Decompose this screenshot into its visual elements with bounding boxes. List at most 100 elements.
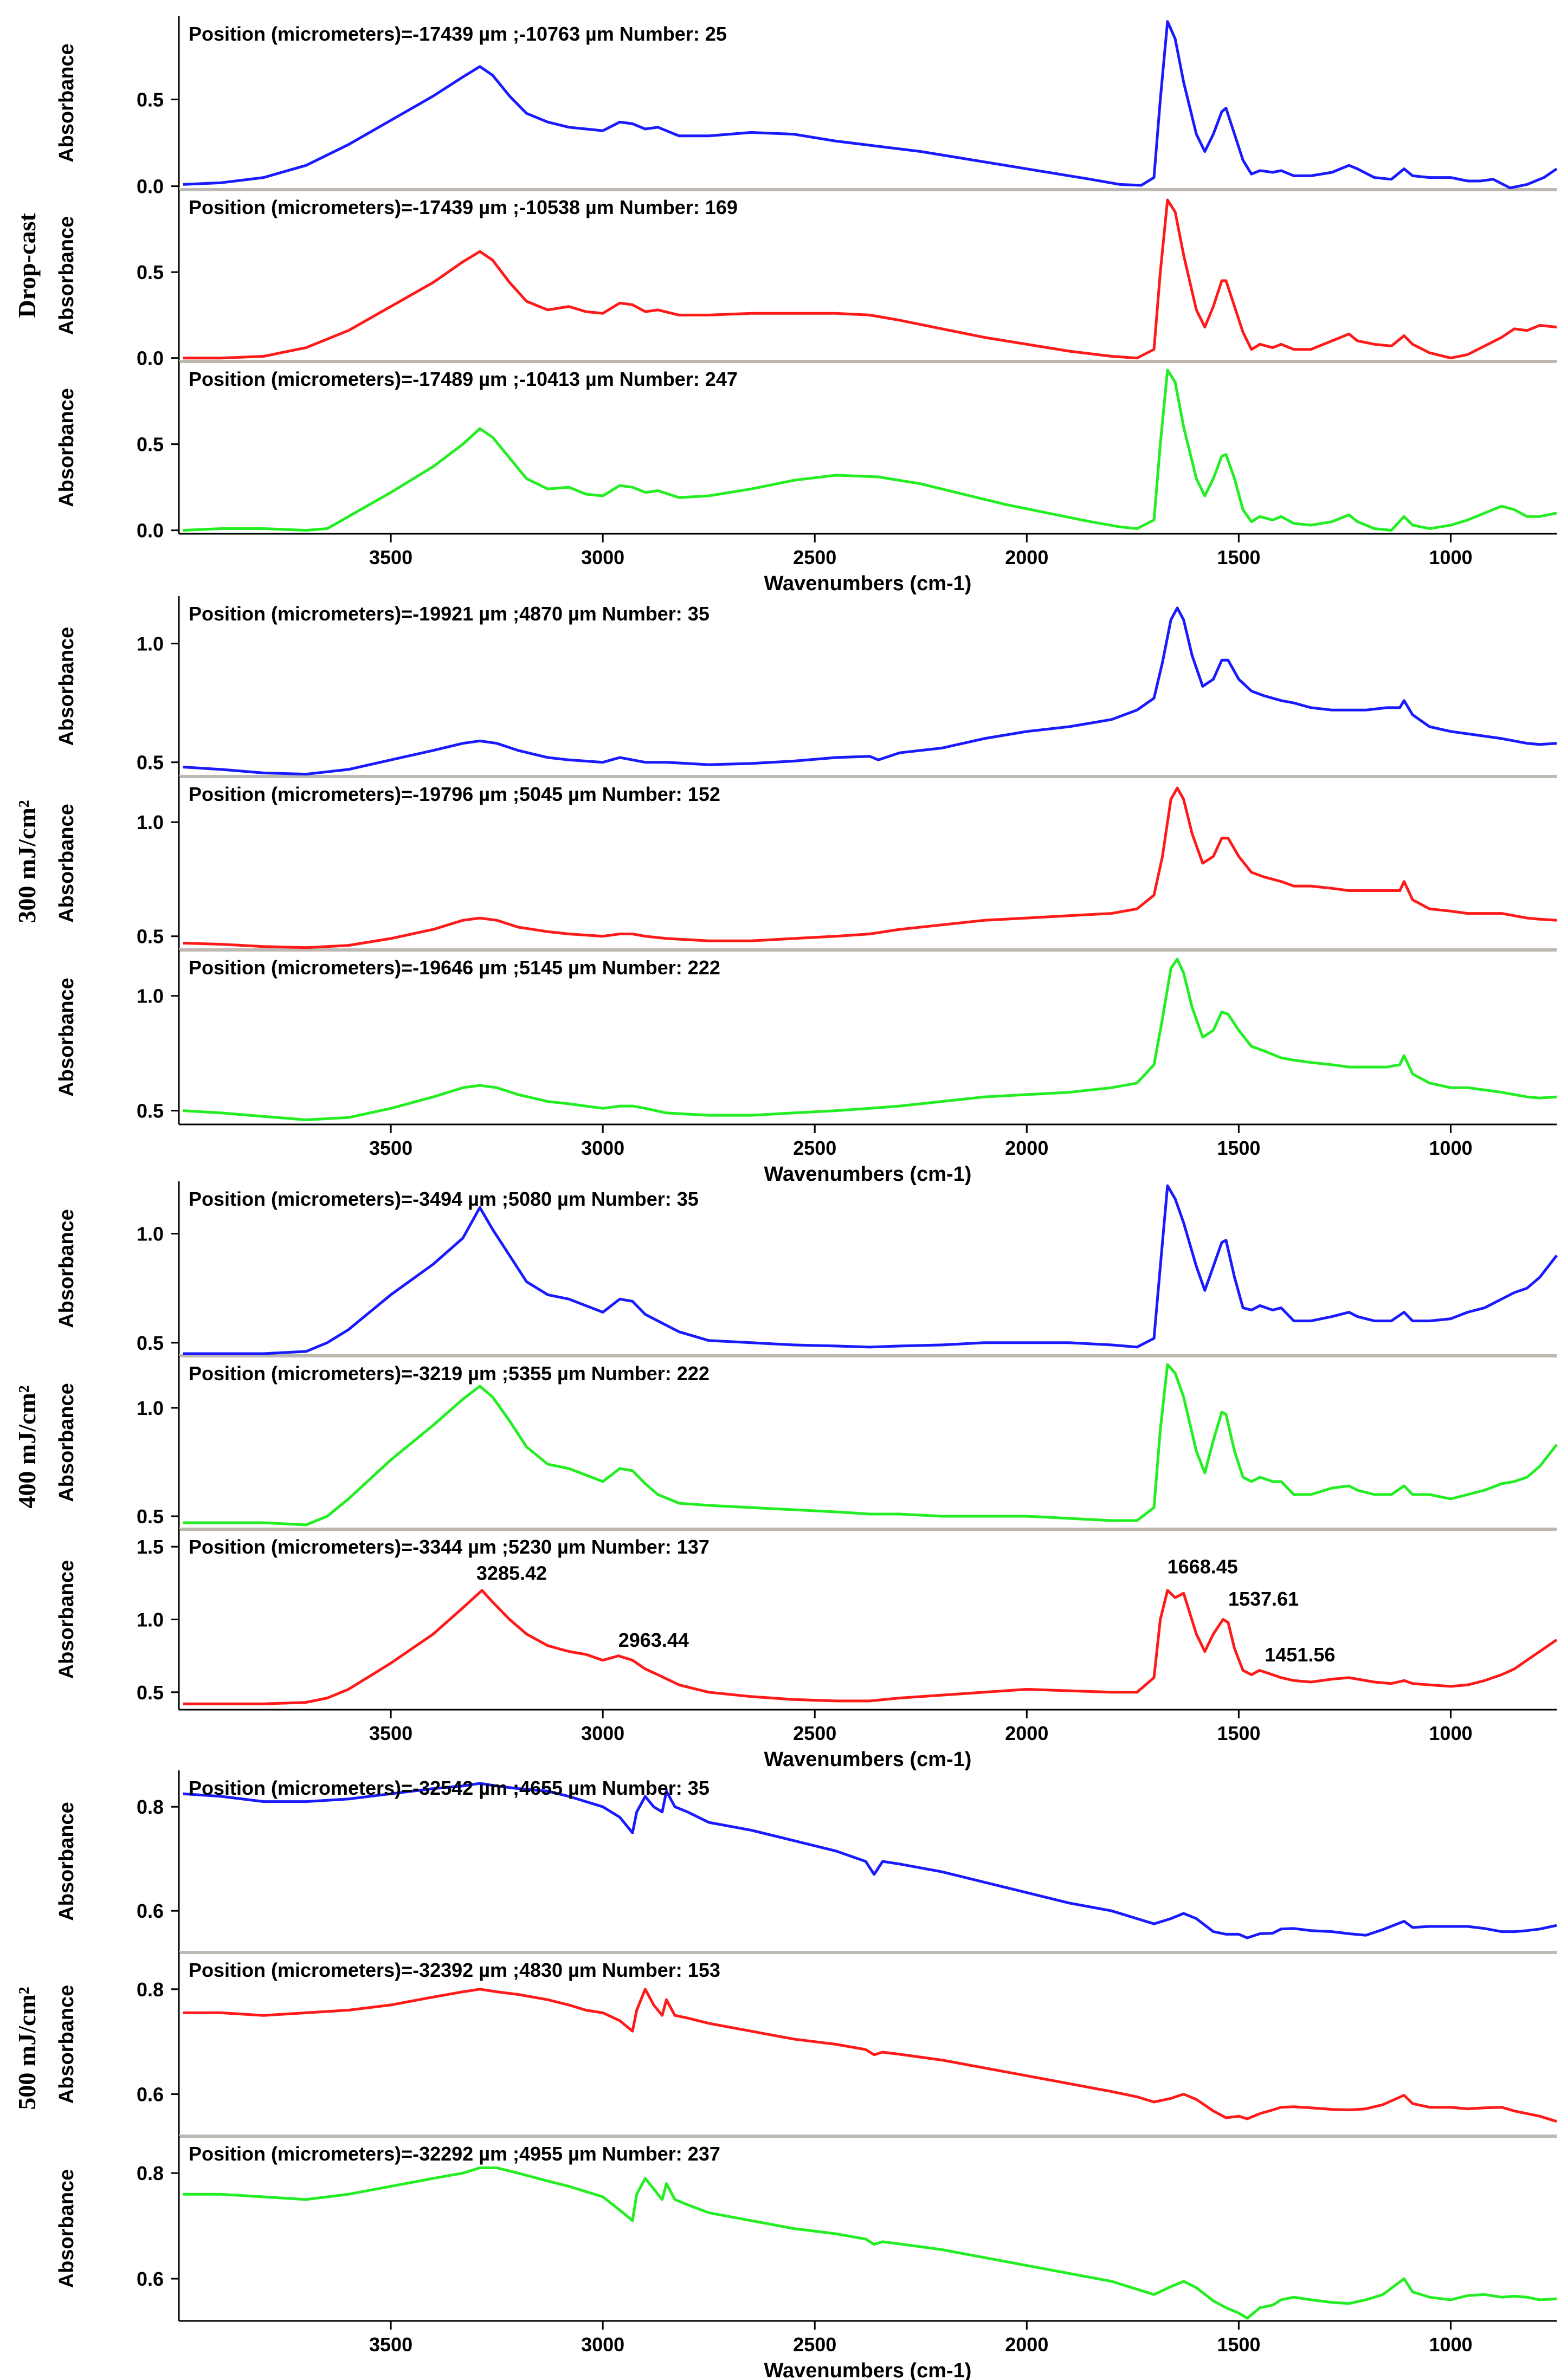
panel-title: Position (micrometers)=-17439 µm ;-10763… (189, 23, 727, 45)
y-tick-label: 0.0 (137, 347, 164, 370)
y-axis-label: Absorbance (55, 1802, 78, 1921)
x-tick-label: 2500 (793, 546, 836, 568)
x-axis-label: Wavenumbers (cm-1) (764, 1748, 972, 1771)
x-tick-label: 1000 (1429, 1137, 1472, 1159)
x-tick-label: 3000 (581, 1722, 624, 1744)
y-tick-label: 1.0 (137, 1223, 164, 1245)
x-tick-label: 2000 (1005, 1137, 1048, 1159)
peak-annotation: 1537.61 (1228, 1588, 1299, 1610)
panel-title: Position (micrometers)=-32392 µm ;4830 µ… (189, 1959, 720, 1981)
y-tick-label: 1.0 (137, 1609, 164, 1631)
y-tick-label: 0.0 (137, 176, 164, 198)
spectrum-panel: 0.5 1.0 1.5 Absorbance Position (micrometers… (55, 1529, 1558, 1711)
y-tick-label: 0.6 (137, 2084, 164, 2106)
y-tick-label: 0.8 (137, 1796, 164, 1818)
spectrum-line-green (183, 958, 1557, 1121)
y-tick-label: 0.5 (137, 926, 164, 948)
y-tick-label: 0.8 (137, 1978, 164, 2001)
x-tick-label: 1500 (1217, 2333, 1260, 2356)
panel-title: Position (micrometers)=-3344 µm ;5230 µm… (189, 1536, 710, 1558)
x-tick-label: 1000 (1429, 1722, 1472, 1744)
spectrum-line-green (183, 2166, 1557, 2320)
x-tick-label: 2000 (1005, 2333, 1048, 2356)
y-axis-label: Absorbance (55, 804, 78, 923)
x-tick-label: 3500 (369, 546, 412, 568)
spectrum-panel: 0.5 1.0 Absorbance Position (micrometers)=-… (55, 950, 1557, 1126)
spectrum-panel: 0.5 1.0 Absorbance Position (micrometers)=-… (55, 777, 1557, 952)
panel-group: 500 mJ/cm² 0.6 0.8 Absorbance Position (micr… (13, 1770, 1557, 2380)
panel-title: Position (micrometers)=-32542 µm ;4655 µ… (189, 1777, 710, 1799)
y-tick-label: 0.8 (137, 2162, 164, 2184)
x-tick-label: 3500 (369, 1722, 412, 1744)
x-tick-label: 3000 (581, 1137, 624, 1159)
panel-title: Position (micrometers)=-3219 µm ;5355 µm… (189, 1362, 710, 1385)
y-axis-label: Absorbance (55, 2169, 78, 2288)
y-axis-label: Absorbance (55, 1209, 78, 1328)
peak-annotation: 1668.45 (1168, 1555, 1238, 1577)
panel-title: Position (micrometers)=-17489 µm ;-10413… (189, 368, 738, 390)
spectrum-panel: 0.6 0.8 Absorbance Position (micrometers)=-… (55, 1952, 1557, 2138)
x-tick-label: 2500 (793, 1722, 836, 1744)
group-label: 400 mJ/cm² (13, 1385, 41, 1508)
spectrum-line-red (183, 786, 1557, 949)
spectrum-panel: 0.0 0.5 Absorbance Position (micrometers)=-… (55, 190, 1557, 370)
spectrum-line-red (183, 198, 1557, 360)
y-axis-label: Absorbance (55, 1383, 78, 1502)
y-tick-label: 1.5 (137, 1536, 164, 1558)
y-tick-label: 1.0 (137, 985, 164, 1007)
x-axis-label: Wavenumbers (cm-1) (764, 1163, 972, 1186)
peak-annotation: 2963.44 (618, 1629, 689, 1651)
y-axis-label: Absorbance (55, 978, 78, 1097)
panel-title: Position (micrometers)=-19921 µm ;4870 µ… (189, 603, 710, 625)
y-axis-label: Absorbance (55, 627, 78, 746)
x-axis: 3500 3000 2500 2000 1500 1000 Wavenumbers (cm-… (369, 2321, 1473, 2380)
y-tick-label: 0.5 (137, 752, 164, 774)
spectrum-line-blue (183, 20, 1558, 190)
y-tick-label: 1.0 (137, 811, 164, 833)
panel-title: Position (micrometers)=-32292 µm ;4955 µ… (189, 2143, 720, 2165)
panel-title: Position (micrometers)=-19796 µm ;5045 µ… (189, 783, 720, 805)
spectrum-line-green (183, 368, 1557, 532)
spectrum-panel: 0.0 0.5 Absorbance Position (micrometers)=-… (55, 361, 1557, 542)
group-label: 500 mJ/cm² (13, 1987, 41, 2110)
y-tick-label: 0.0 (137, 520, 164, 542)
x-axis: 3500 3000 2500 2000 1500 1000 Wavenumbers (cm-… (369, 1710, 1473, 1771)
panel-title: Position (micrometers)=-17439 µm ;-10538… (189, 196, 738, 218)
spectrum-panel: 0.0 0.5 Absorbance Position (micrometers)=-… (55, 16, 1558, 198)
x-tick-label: 2000 (1005, 546, 1048, 568)
y-tick-label: 1.0 (137, 1397, 164, 1419)
x-tick-label: 3000 (581, 2333, 624, 2356)
panel-group: 300 mJ/cm² 0.5 1.0 Absorbance Position (micr… (13, 596, 1557, 1186)
y-axis-label: Absorbance (55, 1985, 78, 2104)
y-tick-label: 0.5 (137, 1100, 164, 1122)
y-tick-label: 0.5 (137, 89, 164, 111)
peak-annotation: 1451.56 (1265, 1644, 1335, 1666)
x-tick-label: 1500 (1217, 1137, 1260, 1159)
panel-group: Drop-cast 0.0 0.5 Absorbance Position (micro… (13, 16, 1558, 595)
x-tick-label: 1500 (1217, 1722, 1260, 1744)
x-tick-label: 2500 (793, 1137, 836, 1159)
spectrum-panel: 0.5 1.0 Absorbance Position (micrometers)=-… (55, 1181, 1558, 1357)
group-label: 300 mJ/cm² (13, 800, 41, 923)
x-tick-label: 2000 (1005, 1722, 1048, 1744)
x-tick-label: 2500 (793, 2333, 836, 2356)
panel-group: 400 mJ/cm² 0.5 1.0 Absorbance Position (micr… (13, 1181, 1558, 1771)
x-tick-label: 3500 (369, 1137, 412, 1159)
x-tick-label: 3500 (369, 2333, 412, 2356)
x-axis: 3500 3000 2500 2000 1500 1000 Wavenumbers (cm-… (369, 1124, 1473, 1186)
chart-root: Drop-cast 0.0 0.5 Absorbance Position (micro… (13, 16, 1558, 2380)
y-tick-label: 0.5 (137, 261, 164, 283)
y-axis-label: Absorbance (55, 216, 78, 335)
x-axis-label: Wavenumbers (cm-1) (764, 572, 972, 595)
x-tick-label: 1500 (1217, 546, 1260, 568)
x-tick-label: 1000 (1429, 2333, 1472, 2356)
y-axis-label: Absorbance (55, 43, 78, 163)
y-axis-label: Absorbance (55, 1560, 78, 1679)
spectrum-line-green (183, 1363, 1558, 1527)
x-axis: 3500 3000 2500 2000 1500 1000 Wavenumbers (cm-… (369, 534, 1473, 595)
spectrum-line-blue (183, 606, 1557, 776)
x-tick-label: 3000 (581, 546, 624, 568)
y-tick-label: 0.6 (137, 1900, 164, 1922)
spectrum-line-red (183, 1988, 1557, 2123)
y-tick-label: 0.6 (137, 2268, 164, 2290)
